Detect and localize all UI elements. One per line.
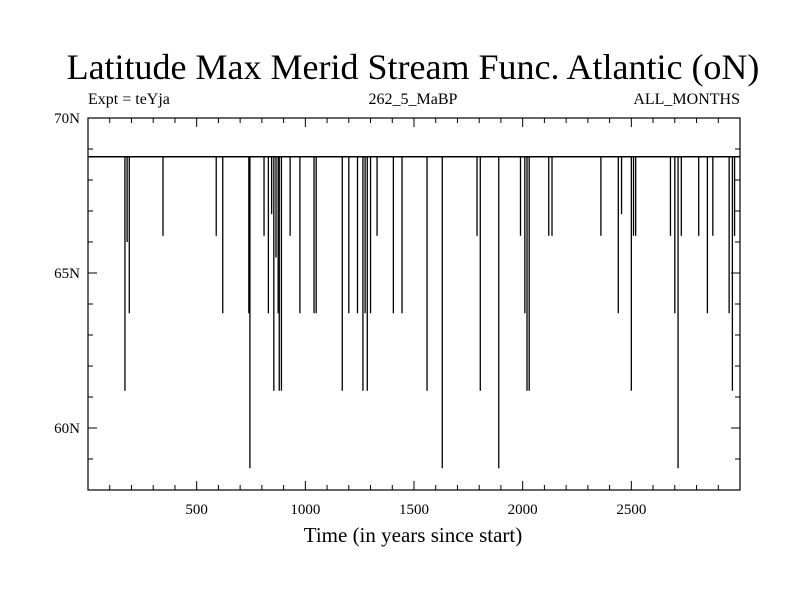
- x-tick-label-1500: 1500: [399, 502, 429, 518]
- y-tick-label-65: 65N: [54, 266, 80, 282]
- x-axis-label: Time (in years since start): [304, 523, 523, 547]
- subtitle-right: ALL_MONTHS: [633, 91, 740, 108]
- chart-title: Latitude Max Merid Stream Func. Atlantic…: [67, 47, 760, 87]
- x-tick-label-500: 500: [185, 502, 208, 518]
- subtitle-center: 262_5_MaBP: [369, 91, 458, 108]
- data-layer: [88, 156, 740, 469]
- y-tick-label-60: 60N: [54, 421, 80, 437]
- x-tick-label-2500: 2500: [616, 502, 646, 518]
- x-tick-label-2000: 2000: [508, 502, 538, 518]
- plot-frame: [87, 117, 741, 491]
- axes-layer: 500 1000 1500 2000 2500 60N 65N 70N: [54, 111, 740, 518]
- x-tick-label-1000: 1000: [290, 502, 320, 518]
- y-tick-label-70: 70N: [54, 111, 80, 127]
- subtitle-left: Expt = teYja: [88, 91, 170, 108]
